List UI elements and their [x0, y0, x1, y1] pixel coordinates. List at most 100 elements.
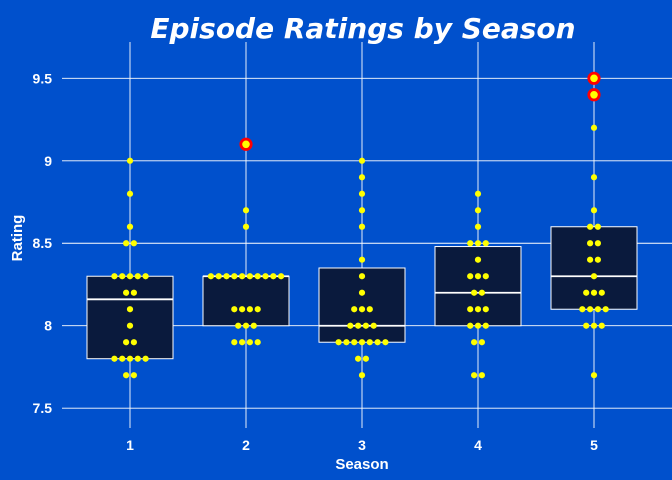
episode-point: [231, 273, 238, 280]
y-tick-label: 8: [44, 318, 52, 334]
episode-point: [351, 306, 358, 313]
outlier-point: [587, 71, 601, 85]
episode-point: [358, 223, 366, 230]
episode-point: [587, 306, 594, 313]
episode-point: [231, 306, 238, 313]
episode-point: [126, 190, 134, 197]
episode-point: [123, 372, 130, 379]
episode-point: [119, 355, 126, 362]
episode-point: [215, 273, 222, 280]
episode-point: [590, 273, 598, 280]
episode-point: [270, 273, 277, 280]
x-tick-label: 3: [358, 437, 366, 453]
episode-point: [246, 273, 253, 280]
episode-point: [358, 306, 366, 313]
episode-point: [358, 174, 366, 181]
x-axis-title: Season: [335, 456, 388, 473]
episode-point: [262, 273, 269, 280]
episode-point: [358, 256, 366, 263]
episode-point: [362, 355, 369, 362]
episode-point: [130, 339, 137, 346]
episode-point: [358, 207, 366, 214]
episode-point: [239, 273, 246, 280]
episode-point: [594, 306, 602, 313]
episode-point: [590, 322, 598, 329]
box-season-3: [318, 267, 406, 343]
episode-point: [474, 207, 482, 214]
episode-point: [482, 306, 489, 313]
episode-point: [355, 322, 362, 329]
episode-point: [358, 339, 366, 346]
episode-point: [587, 256, 594, 263]
episode-point: [590, 289, 598, 296]
x-tick-label: 2: [242, 437, 250, 453]
episode-point: [587, 240, 594, 247]
episode-point: [358, 190, 366, 197]
outlier-point: [587, 88, 601, 102]
box-season-1: [86, 275, 174, 360]
episode-point: [250, 322, 257, 329]
episode-point: [134, 355, 141, 362]
episode-point: [242, 322, 250, 329]
episode-point: [111, 273, 118, 280]
episode-point: [362, 322, 369, 329]
episode-point: [474, 223, 482, 230]
episode-point: [223, 273, 230, 280]
episode-point: [130, 289, 137, 296]
episode-point: [231, 339, 238, 346]
episode-point: [590, 174, 598, 181]
episode-point: [343, 339, 350, 346]
episode-point: [126, 322, 134, 329]
episode-point: [478, 339, 485, 346]
episode-points: [111, 71, 609, 379]
episode-point: [482, 240, 489, 247]
episode-point: [382, 339, 389, 346]
episode-point: [474, 256, 482, 263]
box-season-2: [202, 275, 290, 327]
episode-point: [598, 289, 605, 296]
episode-point: [126, 273, 134, 280]
episode-point: [583, 322, 590, 329]
outlier-point: [239, 137, 253, 151]
episode-point: [239, 339, 246, 346]
x-tick-label: 1: [126, 437, 134, 453]
episode-point: [598, 322, 605, 329]
y-tick-label: 8.5: [33, 235, 53, 251]
episode-point: [590, 124, 598, 131]
episode-point: [351, 339, 358, 346]
episode-point: [242, 223, 250, 230]
episode-point: [242, 207, 250, 214]
x-axis-ticks: 1 2 3 4 5: [126, 437, 598, 453]
episode-point: [579, 306, 586, 313]
y-tick-label: 7.5: [33, 400, 53, 416]
episode-point: [358, 273, 366, 280]
x-tick-label: 5: [590, 437, 598, 453]
episode-point: [123, 240, 130, 247]
episode-point: [123, 339, 130, 346]
episode-point: [358, 157, 366, 164]
episode-point: [474, 273, 482, 280]
episode-point: [467, 273, 474, 280]
episode-point: [126, 223, 134, 230]
episode-point: [471, 339, 478, 346]
episode-point: [366, 339, 373, 346]
episode-point: [374, 339, 381, 346]
episode-point: [474, 190, 482, 197]
episode-point: [278, 273, 285, 280]
episode-point: [594, 240, 602, 247]
episode-point: [254, 339, 261, 346]
episode-point: [126, 157, 134, 164]
episode-point: [126, 306, 134, 313]
episode-point: [254, 273, 261, 280]
episode-point: [467, 322, 474, 329]
episode-point: [583, 289, 590, 296]
episode-point: [130, 372, 137, 379]
episode-point: [111, 355, 118, 362]
episode-point: [246, 339, 253, 346]
episode-point: [355, 355, 362, 362]
episode-point: [246, 306, 253, 313]
y-axis-title: Rating: [9, 215, 26, 262]
episode-point: [254, 306, 261, 313]
episode-point: [467, 306, 474, 313]
